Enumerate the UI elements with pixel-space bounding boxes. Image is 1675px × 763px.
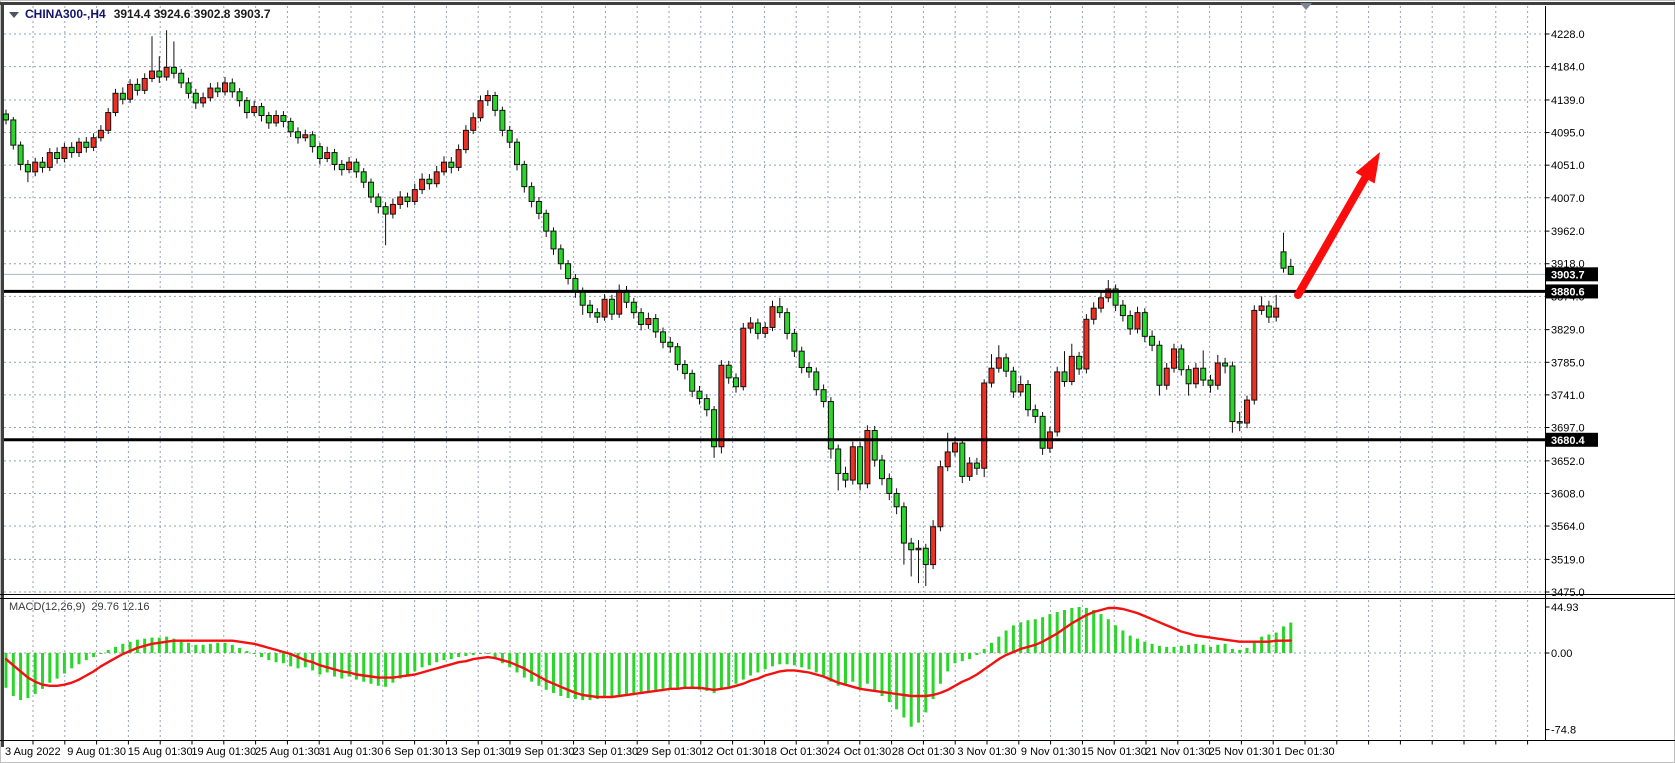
svg-text:1 Dec 01:30: 1 Dec 01:30 — [1275, 746, 1334, 758]
svg-text:4007.0: 4007.0 — [1551, 193, 1585, 205]
svg-text:4228.0: 4228.0 — [1551, 29, 1585, 41]
svg-text:24 Oct 01:30: 24 Oct 01:30 — [828, 746, 891, 758]
window-top-edge — [0, 2, 1675, 5]
svg-text:4184.0: 4184.0 — [1551, 62, 1585, 74]
svg-text:3829.0: 3829.0 — [1551, 325, 1585, 337]
svg-text:13 Sep 01:30: 13 Sep 01:30 — [445, 746, 510, 758]
svg-text:3 Aug 2022: 3 Aug 2022 — [5, 746, 61, 758]
svg-text:12 Oct 01:30: 12 Oct 01:30 — [701, 746, 764, 758]
svg-text:3652.0: 3652.0 — [1551, 456, 1585, 468]
svg-text:21 Nov 01:30: 21 Nov 01:30 — [1145, 746, 1210, 758]
svg-text:19 Sep 01:30: 19 Sep 01:30 — [509, 746, 574, 758]
svg-text:25 Nov 01:30: 25 Nov 01:30 — [1209, 746, 1274, 758]
svg-text:9 Aug 01:30: 9 Aug 01:30 — [67, 746, 126, 758]
svg-text:3880.6: 3880.6 — [1551, 286, 1585, 298]
svg-text:18 Oct 01:30: 18 Oct 01:30 — [765, 746, 828, 758]
svg-text:44.93: 44.93 — [1551, 602, 1579, 614]
svg-text:-74.8: -74.8 — [1551, 725, 1576, 737]
svg-text:15 Aug 01:30: 15 Aug 01:30 — [128, 746, 193, 758]
price-axis[interactable]: 4228.0 4184.0 4139.0 4095.0 4051.0 4007.0 3962… — [1545, 29, 1599, 737]
svg-text:3741.0: 3741.0 — [1551, 390, 1585, 402]
svg-text:3475.0: 3475.0 — [1551, 587, 1585, 599]
svg-text:4051.0: 4051.0 — [1551, 160, 1585, 172]
svg-text:4095.0: 4095.0 — [1551, 128, 1585, 140]
price-tag-3880.6: 3880.6 — [1546, 284, 1598, 299]
svg-text:3697.0: 3697.0 — [1551, 422, 1585, 434]
svg-text:3680.4: 3680.4 — [1551, 435, 1586, 447]
svg-text:9 Nov 01:30: 9 Nov 01:30 — [1021, 746, 1080, 758]
svg-text:3564.0: 3564.0 — [1551, 521, 1585, 533]
scroll-marker-icon — [1300, 3, 1312, 10]
window-left-edge — [1, 2, 4, 747]
trend-arrow[interactable] — [1294, 152, 1380, 299]
grid — [4, 6, 1545, 741]
price-tag-3680.4: 3680.4 — [1546, 432, 1598, 447]
macd-pane[interactable] — [4, 606, 1293, 727]
svg-text:3519.0: 3519.0 — [1551, 554, 1585, 566]
svg-text:31 Aug 01:30: 31 Aug 01:30 — [319, 746, 384, 758]
price-tag-3903.7: 3903.7 — [1546, 267, 1598, 282]
svg-text:3 Nov 01:30: 3 Nov 01:30 — [957, 746, 1016, 758]
svg-text:6 Sep 01:30: 6 Sep 01:30 — [385, 746, 444, 758]
svg-text:23 Sep 01:30: 23 Sep 01:30 — [573, 746, 638, 758]
svg-text:0.00: 0.00 — [1551, 648, 1572, 660]
macd-signal-line — [4, 606, 1293, 699]
svg-text:4139.0: 4139.0 — [1551, 95, 1585, 107]
svg-text:3608.0: 3608.0 — [1551, 488, 1585, 500]
svg-text:3962.0: 3962.0 — [1551, 226, 1585, 238]
main-chart-area[interactable] — [3, 30, 1294, 587]
svg-text:25 Aug 01:30: 25 Aug 01:30 — [255, 746, 320, 758]
svg-text:19 Aug 01:30: 19 Aug 01:30 — [191, 746, 256, 758]
svg-text:3785.0: 3785.0 — [1551, 357, 1585, 369]
svg-text:3903.7: 3903.7 — [1551, 269, 1585, 281]
svg-text:29 Sep 01:30: 29 Sep 01:30 — [636, 746, 701, 758]
svg-text:28 Oct 01:30: 28 Oct 01:30 — [892, 746, 955, 758]
svg-text:15 Nov 01:30: 15 Nov 01:30 — [1081, 746, 1146, 758]
